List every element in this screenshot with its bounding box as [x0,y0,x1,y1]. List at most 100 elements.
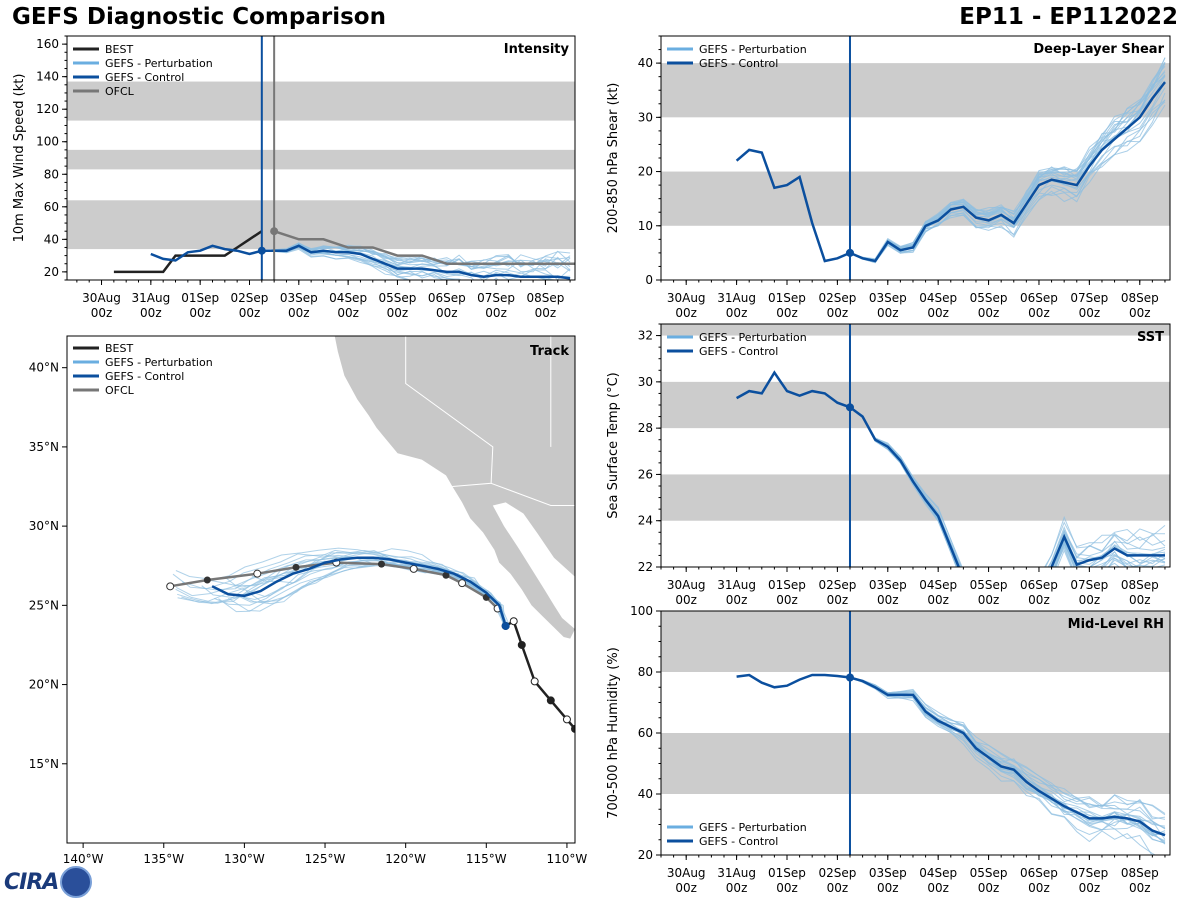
shear-xtick-label: 00z [776,306,798,320]
track-control-line [211,556,507,627]
intensity-perturbation-line [261,246,463,280]
track-best-marker [546,696,555,705]
sst-ylabel: Sea Surface Temp (°C) [606,372,621,519]
sst-xtick-label: 00z [927,593,949,607]
intensity-band-2 [67,81,575,121]
track-best-marker [571,724,575,733]
intensity-plot-area [67,36,575,280]
logo-icon [60,866,93,898]
shear-xtick-label: 06Sep [1020,291,1058,305]
intensity-xtick-label: 00z [140,306,162,320]
rh-ytick-label: 40 [638,787,653,801]
shear-init-marker [845,248,854,257]
sst-perturbation-line [849,406,1166,567]
intensity-xtick-label: 00z [288,306,310,320]
intensity-ytick-label: 120 [36,102,59,116]
rh-xtick-label: 30Aug [667,866,706,880]
intensity-legend-label: GEFS - Control [105,71,184,84]
shear-xtick-label: 00z [827,306,849,320]
intensity-xtick-label: 07Sep [477,291,515,305]
rh-xtick-label: 00z [1028,881,1050,895]
sst-xtick-label: 00z [1129,593,1151,607]
intensity-ytick-label: 80 [44,167,59,181]
sst-band-2 [661,324,1170,336]
intensity-xtick-label: 06Sep [428,291,466,305]
shear-xtick-label: 00z [1129,306,1151,320]
sst-xtick-label: 00z [978,593,1000,607]
shear-perturbation-line [849,57,1166,261]
track-best-marker [517,640,526,649]
sst-xtick-label: 08Sep [1121,578,1159,592]
rh-band-1 [661,611,1170,672]
rh-init-marker [845,673,854,682]
rh-xtick-label: 02Sep [818,866,856,880]
intensity-title: Intensity [504,42,570,57]
rh-xtick-label: 00z [1129,881,1151,895]
track-perturbation-line [209,549,508,630]
rh-perturbation-line [849,677,1166,816]
track-legend-label: GEFS - Perturbation [105,356,213,369]
sst-ytick-label: 30 [638,375,653,389]
track-ofcl-marker [409,564,418,573]
shear-ytick-label: 20 [638,165,653,179]
track-xtick-label: 135°W [143,852,184,866]
track-ytick-label: 15°N [29,757,59,771]
intensity-legend-label: BEST [105,43,133,56]
track-ytick-label: 20°N [29,678,59,692]
intensity-ytick-label: 100 [36,135,59,149]
rh-title: Mid-Level RH [1068,617,1164,632]
track-ytick-label: 30°N [29,519,59,533]
intensity-xtick-label: 00z [337,306,359,320]
sst-title: SST [1137,330,1164,345]
intensity-ytick-label: 60 [44,200,59,214]
rh-plot-area [661,611,1170,855]
shear-ytick-label: 0 [645,273,653,287]
track-ofcl-marker [203,576,211,584]
rh-xtick-label: 03Sep [869,866,907,880]
shear-title: Deep-Layer Shear [1033,42,1164,57]
sst-legend-label: GEFS - Control [699,345,778,358]
shear-perturbation-line [849,62,1166,260]
intensity-xtick-label: 00z [485,306,507,320]
track-title: Track [530,344,569,359]
intensity-xtick-label: 04Sep [329,291,367,305]
track-xtick-label: 110°W [547,852,588,866]
sst-xtick-label: 01Sep [768,578,806,592]
shear-xtick-label: 30Aug [667,291,706,305]
intensity-xtick-label: 01Sep [181,291,219,305]
intensity-perturbation-line [261,247,416,280]
shear-xtick-label: 00z [1028,306,1050,320]
rh-xtick-label: 08Sep [1121,866,1159,880]
rh-xtick-label: 00z [1079,881,1101,895]
track-best-line [505,619,575,730]
shear-xtick-label: 00z [877,306,899,320]
intensity-band-1 [67,149,575,170]
shear-perturbation-line [849,92,1166,263]
sst-xtick-label: 30Aug [667,578,706,592]
track-init-marker [501,621,510,630]
rh-xtick-label: 31Aug [717,866,756,880]
intensity-xtick-label: 00z [189,306,211,320]
rh-ytick-label: 20 [638,848,653,862]
shear-ytick-label: 30 [638,110,653,124]
rh-xtick-label: 00z [927,881,949,895]
intensity-init-marker [257,246,266,255]
sst-ytick-label: 32 [638,329,653,343]
track-xtick-label: 125°W [305,852,346,866]
intensity-best-line [113,230,263,274]
intensity-ytick-label: 40 [44,232,59,246]
intensity-ytick-label: 20 [44,265,59,279]
intensity-xtick-label: 05Sep [379,291,417,305]
intensity-legend-label: GEFS - Perturbation [105,57,213,70]
rh-legend-label: GEFS - Control [699,835,778,848]
shear-xtick-label: 04Sep [919,291,957,305]
intensity-ylabel: 10m Max Wind Speed (kt) [12,74,27,243]
shear-xtick-label: 01Sep [768,291,806,305]
track-xtick-label: 120°W [385,852,426,866]
shear-xtick-label: 05Sep [970,291,1008,305]
intensity-control-line [150,244,571,280]
track-best-marker [509,617,518,626]
sst-band-1 [661,381,1170,429]
sst-init-marker [845,403,854,412]
intensity-xtick-label: 02Sep [231,291,269,305]
